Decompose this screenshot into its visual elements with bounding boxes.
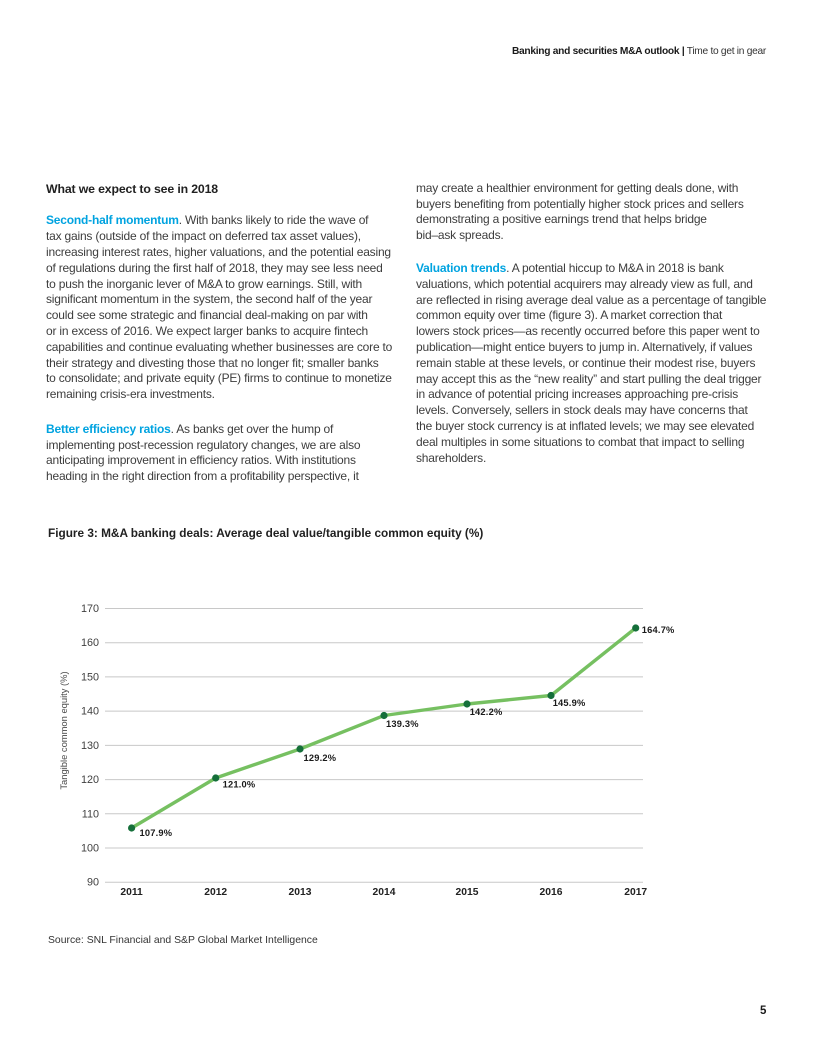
svg-text:2016: 2016 xyxy=(540,887,563,898)
svg-text:2014: 2014 xyxy=(373,887,396,898)
svg-text:2013: 2013 xyxy=(289,887,312,898)
svg-text:120: 120 xyxy=(81,774,99,786)
svg-text:90: 90 xyxy=(87,877,99,889)
svg-text:145.9%: 145.9% xyxy=(553,698,586,708)
svg-text:139.3%: 139.3% xyxy=(386,719,419,729)
svg-text:164.7%: 164.7% xyxy=(642,625,675,635)
svg-text:160: 160 xyxy=(81,637,99,649)
svg-text:121.0%: 121.0% xyxy=(223,779,256,789)
svg-text:110: 110 xyxy=(82,808,99,820)
svg-text:107.9%: 107.9% xyxy=(140,828,173,838)
svg-text:150: 150 xyxy=(81,671,99,683)
svg-text:130: 130 xyxy=(81,740,99,752)
svg-text:140: 140 xyxy=(81,706,99,718)
svg-text:2011: 2011 xyxy=(120,887,143,898)
svg-text:2017: 2017 xyxy=(624,887,647,898)
svg-text:100: 100 xyxy=(81,843,99,855)
svg-text:Tangible common equity (%): Tangible common equity (%) xyxy=(58,671,69,789)
svg-text:2012: 2012 xyxy=(204,887,227,898)
svg-text:2015: 2015 xyxy=(456,887,479,898)
svg-text:129.2%: 129.2% xyxy=(304,753,337,763)
svg-text:142.2%: 142.2% xyxy=(470,707,503,717)
svg-text:170: 170 xyxy=(81,603,99,615)
